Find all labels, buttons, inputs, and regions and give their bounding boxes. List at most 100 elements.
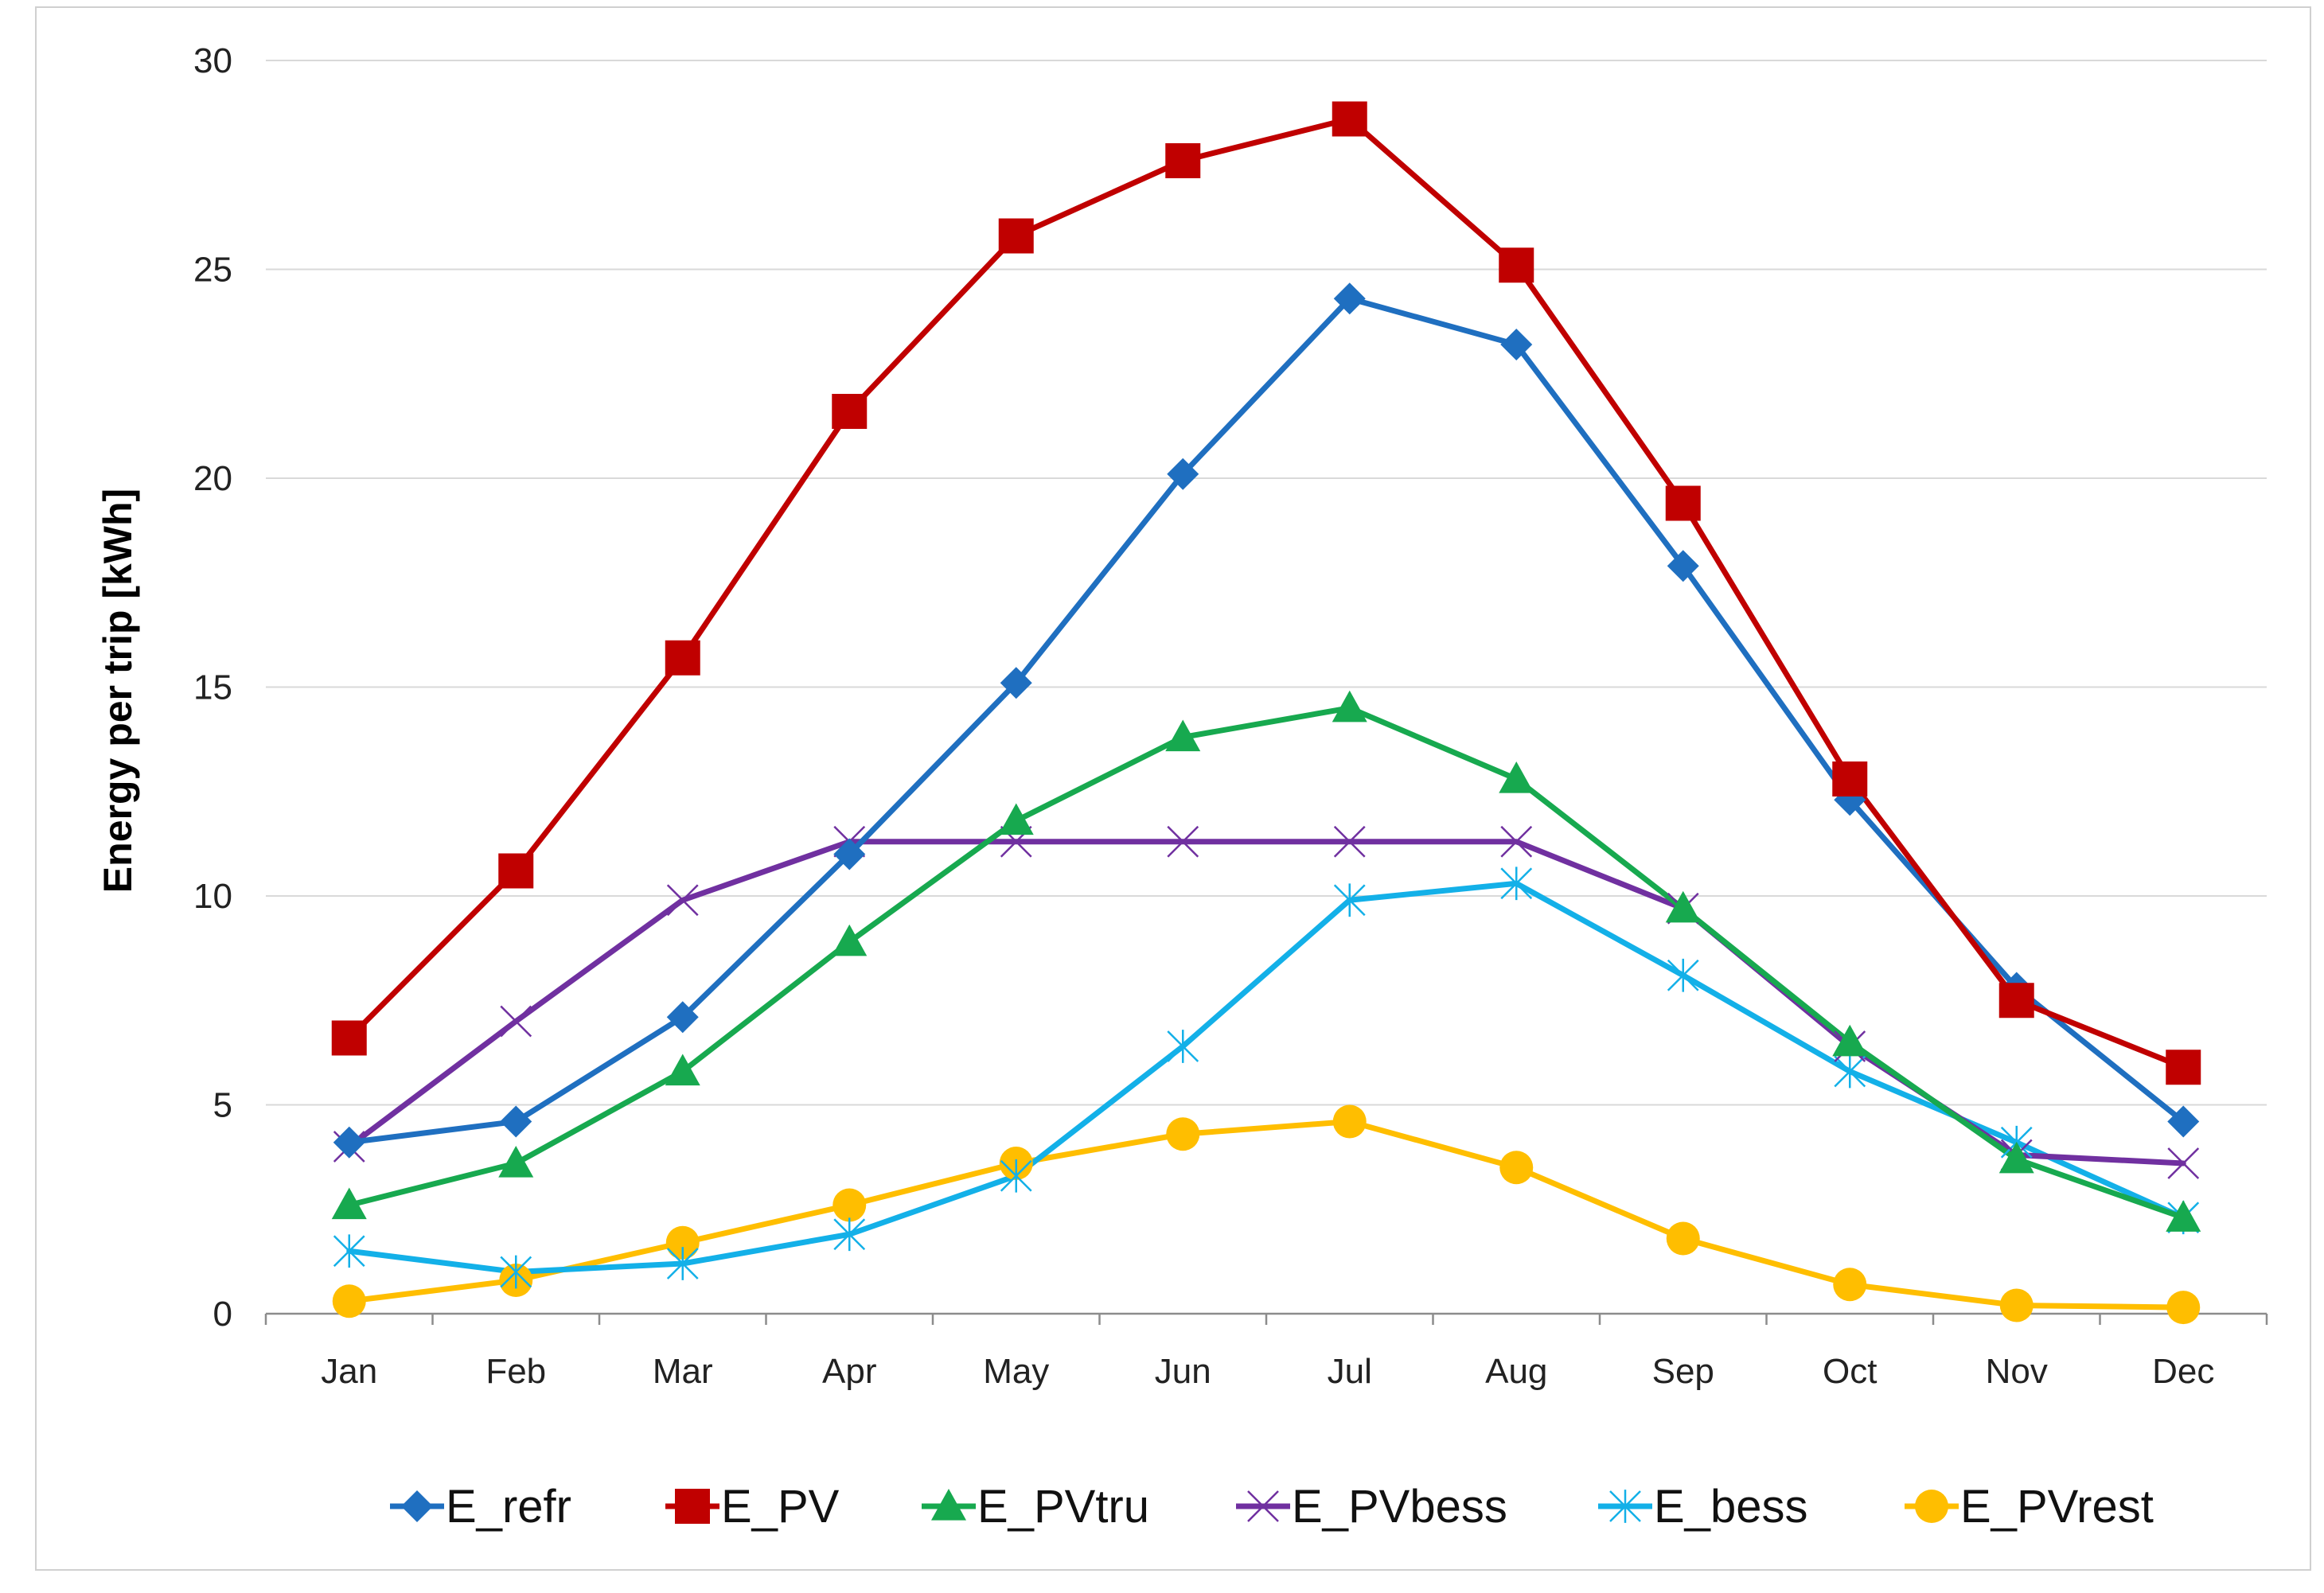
x-tick-label: Dec bbox=[2152, 1352, 2214, 1391]
x-tick-label: Nov bbox=[1986, 1352, 2048, 1391]
data-point-E_PVbess bbox=[500, 1005, 532, 1038]
axes bbox=[264, 1312, 2268, 1325]
x-tick-label: Jul bbox=[1328, 1352, 1372, 1391]
legend-item-E_PVbess: E_PVbess bbox=[1236, 1481, 1507, 1533]
y-tick-label: 20 bbox=[193, 459, 232, 498]
data-point-E_PVbess bbox=[1167, 825, 1199, 858]
data-point-E_PVrest bbox=[665, 1225, 700, 1260]
data-point-E_bess bbox=[1667, 958, 1699, 992]
data-point-E_bess bbox=[1000, 1159, 1032, 1193]
data-point-E_refr bbox=[1000, 667, 1032, 699]
data-point-E_PVtru bbox=[498, 1146, 534, 1178]
data-point-E_PV bbox=[1499, 247, 1534, 283]
data-point-E_bess bbox=[666, 1247, 699, 1280]
data-point-E_PV bbox=[1832, 761, 1868, 796]
data-point-E_bess bbox=[1167, 1030, 1199, 1063]
gridlines bbox=[266, 60, 2267, 1106]
legend-marker-E_PVbess bbox=[1247, 1490, 1279, 1522]
data-point-E_PVrest bbox=[1166, 1117, 1200, 1151]
x-tick-label: Oct bbox=[1823, 1352, 1877, 1391]
series-line-E_bess bbox=[346, 880, 2186, 1275]
legend-marker-E_PVtru bbox=[931, 1489, 966, 1521]
data-point-E_PVrest bbox=[1332, 1104, 1367, 1139]
x-tick-label: May bbox=[983, 1352, 1049, 1391]
legend-marker-E_PV bbox=[675, 1489, 710, 1524]
x-tick-label: Mar bbox=[653, 1352, 713, 1391]
tick-labels: 0 5 10 15 20 25 30 Jan Feb Mar Apr May Jun Jul Aug Sep O… bbox=[193, 41, 2214, 1391]
series-line-E_PV bbox=[346, 116, 2186, 1070]
data-point-E_PVtru bbox=[1665, 890, 1701, 923]
data-point-E_refr bbox=[833, 838, 866, 871]
data-point-E_PVtru bbox=[1332, 690, 1367, 722]
data-point-E_refr bbox=[1333, 282, 1366, 315]
data-point-E_PVrest bbox=[1999, 1288, 2034, 1322]
x-tick-label: Sep bbox=[1652, 1352, 1714, 1391]
data-point-E_refr bbox=[500, 1105, 532, 1138]
data-point-E_PVtru bbox=[1499, 761, 1534, 793]
data-point-E_PVrest bbox=[332, 1284, 366, 1318]
x-tick-label: Apr bbox=[822, 1352, 876, 1391]
legend: E_refr E_PV E_PVtru E_PVbess E_bess E_PVrest bbox=[390, 1481, 2154, 1533]
legend-item-E_PVtru: E_PVtru bbox=[922, 1481, 1149, 1533]
data-point-E_PV bbox=[665, 640, 700, 676]
series-line-E_PVbess bbox=[346, 839, 2186, 1167]
legend-item-E_PVrest: E_PVrest bbox=[1905, 1481, 2154, 1533]
data-point-E_bess bbox=[1500, 867, 1533, 901]
data-point-E_refr bbox=[1167, 458, 1199, 490]
series-line-E_PVtru bbox=[346, 705, 2186, 1221]
data-point-E_PV bbox=[998, 218, 1034, 254]
legend-marker-E_refr bbox=[401, 1490, 433, 1522]
data-point-E_PVtru bbox=[665, 1054, 700, 1086]
data-point-E_PV bbox=[1998, 983, 2034, 1019]
legend-item-E_refr: E_refr bbox=[390, 1481, 571, 1533]
legend-marker-E_bess bbox=[1609, 1490, 1641, 1523]
series-lines bbox=[346, 116, 2186, 1311]
legend-label-E_PVrest: E_PVrest bbox=[1960, 1481, 2154, 1533]
data-point-E_bess bbox=[1333, 883, 1366, 917]
x-tick-label: Jun bbox=[1155, 1352, 1211, 1391]
data-point-E_PVtru bbox=[832, 924, 868, 956]
legend-label-E_PVbess: E_PVbess bbox=[1292, 1481, 1507, 1533]
data-point-E_PVtru bbox=[1165, 719, 1201, 752]
data-point-E_PVrest bbox=[2166, 1291, 2201, 1325]
data-point-E_PV bbox=[498, 853, 534, 889]
y-tick-label: 30 bbox=[193, 41, 232, 80]
data-point-E_PVtru bbox=[1832, 1024, 1868, 1057]
series-line-E_refr bbox=[346, 295, 2186, 1146]
data-point-E_PVtru bbox=[1998, 1141, 2034, 1174]
series-line-E_PVrest bbox=[346, 1119, 2186, 1311]
data-point-E_PV bbox=[2166, 1050, 2201, 1085]
data-point-E_bess bbox=[500, 1255, 532, 1289]
y-tick-label: 10 bbox=[193, 877, 232, 916]
legend-label-E_bess: E_bess bbox=[1654, 1481, 1807, 1533]
data-point-E_PVbess bbox=[666, 884, 699, 917]
x-tick-label: Feb bbox=[485, 1352, 546, 1391]
data-point-E_PVbess bbox=[1333, 825, 1366, 858]
data-point-E_bess bbox=[333, 1234, 365, 1268]
data-point-E_PVrest bbox=[833, 1188, 867, 1222]
y-tick-label: 5 bbox=[213, 1086, 232, 1125]
legend-item-E_PV: E_PV bbox=[665, 1481, 840, 1533]
series-markers bbox=[331, 101, 2201, 1325]
data-point-E_PVrest bbox=[1833, 1268, 1867, 1302]
y-tick-label: 15 bbox=[193, 668, 232, 707]
data-point-E_refr bbox=[333, 1126, 365, 1159]
data-point-E_bess bbox=[1834, 1054, 1866, 1089]
data-point-E_refr bbox=[1667, 550, 1699, 582]
data-point-E_PVbess bbox=[2167, 1147, 2200, 1179]
y-tick-label: 0 bbox=[213, 1295, 232, 1334]
legend-item-E_bess: E_bess bbox=[1598, 1481, 1807, 1533]
data-point-E_PV bbox=[832, 394, 868, 429]
x-tick-label: Jan bbox=[321, 1352, 377, 1391]
legend-label-E_refr: E_refr bbox=[446, 1481, 571, 1533]
legend-label-E_PV: E_PV bbox=[721, 1481, 840, 1533]
data-point-E_PV bbox=[1665, 485, 1701, 521]
data-point-E_refr bbox=[666, 1001, 699, 1034]
data-point-E_PVtru bbox=[998, 803, 1034, 835]
data-point-E_bess bbox=[833, 1217, 866, 1252]
data-point-E_PVtru bbox=[331, 1187, 367, 1220]
data-point-E_PVrest bbox=[1499, 1151, 1534, 1185]
data-point-E_PVbess bbox=[1500, 825, 1533, 858]
data-point-E_PV bbox=[331, 1020, 367, 1056]
